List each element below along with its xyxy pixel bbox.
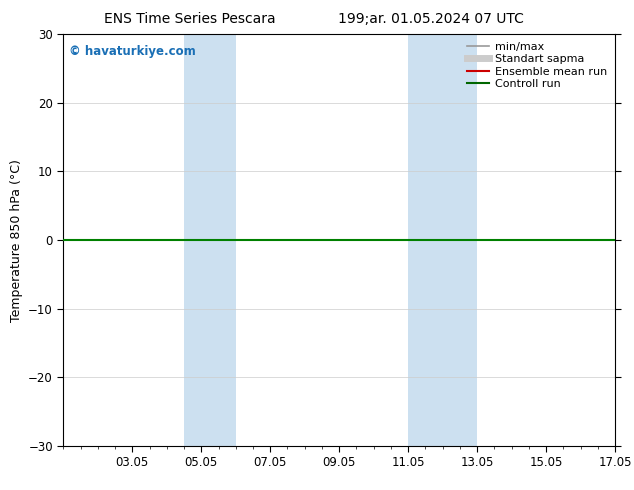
- Text: © havaturkiye.com: © havaturkiye.com: [69, 45, 196, 58]
- Bar: [184, 34, 236, 446]
- Bar: [408, 34, 477, 446]
- Text: 199;ar. 01.05.2024 07 UTC: 199;ar. 01.05.2024 07 UTC: [338, 12, 524, 26]
- Legend: min/max, Standart sapma, Ensemble mean run, Controll run: min/max, Standart sapma, Ensemble mean r…: [465, 40, 609, 91]
- Text: ENS Time Series Pescara: ENS Time Series Pescara: [105, 12, 276, 26]
- Y-axis label: Temperature 850 hPa (°C): Temperature 850 hPa (°C): [10, 159, 23, 321]
